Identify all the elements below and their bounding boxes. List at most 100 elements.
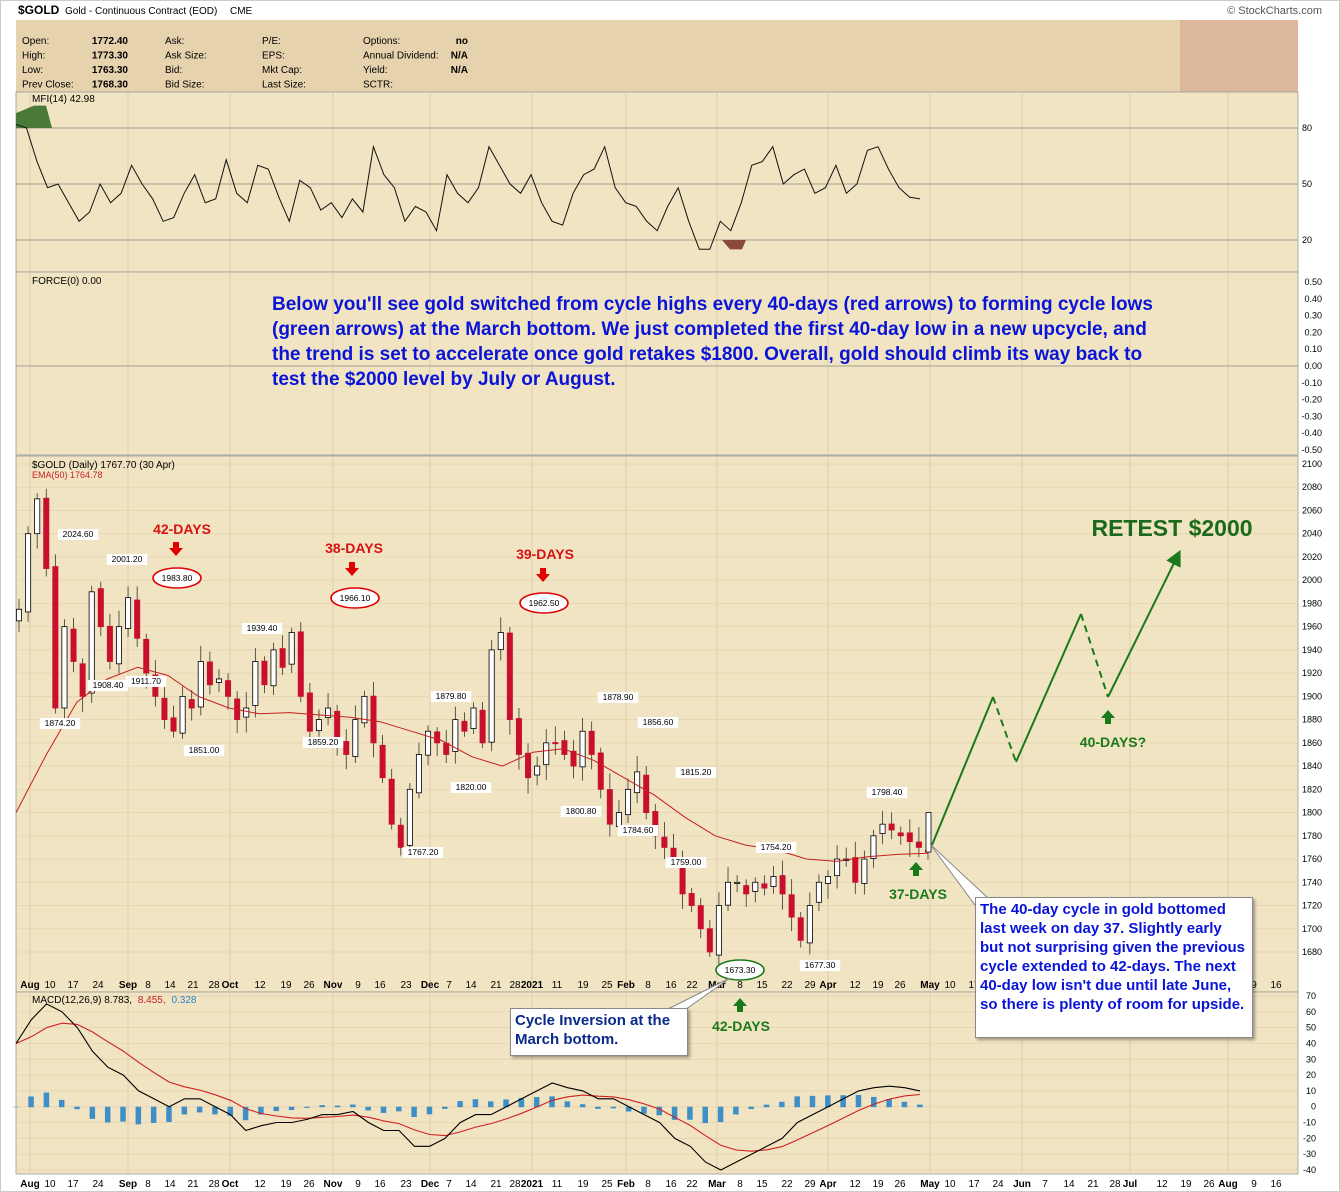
price-label-text: 1859.20 bbox=[308, 737, 339, 747]
macd-histogram-bar bbox=[242, 1106, 249, 1121]
x-tick-label: 10 bbox=[944, 1179, 956, 1190]
candle-body bbox=[188, 699, 195, 709]
cycle-low-1-price: 1673.30 bbox=[725, 965, 756, 975]
quote-value: N/A bbox=[451, 65, 468, 76]
candle-body bbox=[297, 631, 304, 697]
macd-histogram-bar bbox=[181, 1106, 188, 1115]
x-tick-label: 11 bbox=[552, 980, 563, 991]
candle-body bbox=[888, 823, 895, 831]
candle-body bbox=[534, 765, 541, 776]
y-tick-label: 1960 bbox=[1302, 622, 1322, 632]
quote-label: High: bbox=[22, 51, 45, 62]
candle-body bbox=[406, 788, 413, 846]
price-label-text: 1798.40 bbox=[872, 787, 903, 797]
candle-body bbox=[461, 720, 468, 732]
candle-body bbox=[143, 638, 150, 674]
price-label-box bbox=[560, 806, 602, 817]
macd-signal-line bbox=[15, 1022, 921, 1152]
x-tick-label: 17 bbox=[67, 980, 79, 991]
y-tick-label: 1780 bbox=[1302, 831, 1322, 841]
x-tick-label: 16 bbox=[665, 980, 677, 991]
y-tick-label: 2080 bbox=[1302, 482, 1322, 492]
x-tick-label: Oct bbox=[222, 1179, 239, 1190]
price-label-text: 1754.20 bbox=[761, 842, 792, 852]
cycle-high-3-price: 1962.50 bbox=[529, 598, 560, 608]
price-label-text: 1878.90 bbox=[603, 692, 634, 702]
candle-body bbox=[761, 883, 768, 889]
x-tick-label: Mar bbox=[708, 1179, 726, 1190]
macd-histogram-bar bbox=[411, 1106, 417, 1118]
candle-body bbox=[315, 719, 322, 732]
projection-up-1 bbox=[931, 696, 994, 846]
force-label: FORCE(0) 0.00 bbox=[32, 276, 102, 287]
candle-body bbox=[879, 823, 886, 834]
y-tick-label: 2040 bbox=[1302, 529, 1322, 539]
macd-histogram-bar bbox=[120, 1106, 126, 1122]
quote-label: Mkt Cap: bbox=[262, 65, 302, 76]
y-tick-label: 2000 bbox=[1302, 575, 1322, 585]
macd-histogram-bar bbox=[871, 1096, 877, 1108]
quote-label: P/E: bbox=[262, 36, 281, 47]
brand-logo: © StockCharts.com bbox=[1227, 5, 1322, 17]
x-tick-label: 28 bbox=[208, 1179, 220, 1190]
candle-body bbox=[861, 858, 868, 884]
x-tick-label: 14 bbox=[1063, 1179, 1075, 1190]
header-description: Gold - Continuous Contract (EOD) bbox=[65, 6, 217, 17]
candle-body bbox=[170, 717, 177, 732]
macd-line bbox=[15, 1003, 921, 1171]
y-tick-label: 1860 bbox=[1302, 738, 1322, 748]
candle-body bbox=[34, 498, 41, 535]
x-tick-label: Apr bbox=[819, 980, 836, 991]
x-tick-label: Apr bbox=[819, 1179, 836, 1190]
macd-label-a: MACD(12,26,9) 8.783, bbox=[32, 995, 132, 1006]
candle-body bbox=[43, 497, 50, 569]
price-label-text: 2024.60 bbox=[63, 529, 94, 539]
candle-body bbox=[915, 841, 922, 848]
quote-area bbox=[16, 20, 1298, 92]
mfi-label: MFI(14) 42.98 bbox=[32, 94, 95, 105]
x-tick-label: 9 bbox=[355, 980, 361, 991]
macd-histogram-bar bbox=[748, 1106, 754, 1110]
x-tick-label: 2021 bbox=[521, 1179, 544, 1190]
macd-histogram-bar bbox=[304, 1106, 310, 1108]
macd-tick-label: -40 bbox=[1303, 1165, 1316, 1175]
x-tick-label: 12 bbox=[254, 1179, 266, 1190]
x-tick-label: 16 bbox=[665, 1179, 677, 1190]
x-tick-label: 12 bbox=[1156, 1179, 1168, 1190]
candle-body bbox=[352, 719, 359, 757]
candle-body bbox=[561, 740, 568, 755]
quote-value: 1763.30 bbox=[92, 65, 129, 76]
macd-histogram-bar bbox=[319, 1105, 325, 1108]
macd-histogram-bar bbox=[595, 1106, 601, 1109]
macd-histogram-bar bbox=[212, 1106, 218, 1115]
candle-body bbox=[197, 661, 204, 708]
macd-histogram-bar bbox=[702, 1106, 708, 1124]
candle-body bbox=[243, 707, 250, 718]
x-tick-label: 12 bbox=[849, 1179, 861, 1190]
x-tick-label: 14 bbox=[164, 980, 176, 991]
y-tick-label: 1700 bbox=[1302, 924, 1322, 934]
candle-body bbox=[725, 881, 732, 906]
cycle-high-3-label: 39-DAYS bbox=[516, 546, 574, 562]
x-tick-label: 25 bbox=[601, 1179, 613, 1190]
force-tick-label: 0.10 bbox=[1304, 344, 1322, 354]
cycle-low-3: 40-DAYS? bbox=[1080, 710, 1146, 750]
cycle-low-2-label: 37-DAYS bbox=[889, 886, 947, 902]
candle-body bbox=[106, 625, 113, 662]
price-label-text: 1908.40 bbox=[93, 680, 124, 690]
x-tick-label: 22 bbox=[781, 1179, 793, 1190]
x-tick-label: 24 bbox=[92, 1179, 104, 1190]
candle-body bbox=[252, 661, 259, 706]
candle-body bbox=[506, 632, 513, 721]
x-tick-label: 12 bbox=[254, 980, 266, 991]
candle-body bbox=[361, 695, 368, 724]
x-tick-label: 16 bbox=[1270, 1179, 1282, 1190]
candle-body bbox=[525, 752, 532, 779]
y-tick-label: 2020 bbox=[1302, 552, 1322, 562]
cycle-low-2: 37-DAYS bbox=[889, 862, 947, 902]
price-label-box bbox=[755, 842, 797, 853]
candle-body bbox=[325, 707, 332, 718]
candle-body bbox=[125, 597, 132, 629]
candle-body bbox=[870, 835, 877, 859]
candle-body bbox=[579, 730, 586, 768]
